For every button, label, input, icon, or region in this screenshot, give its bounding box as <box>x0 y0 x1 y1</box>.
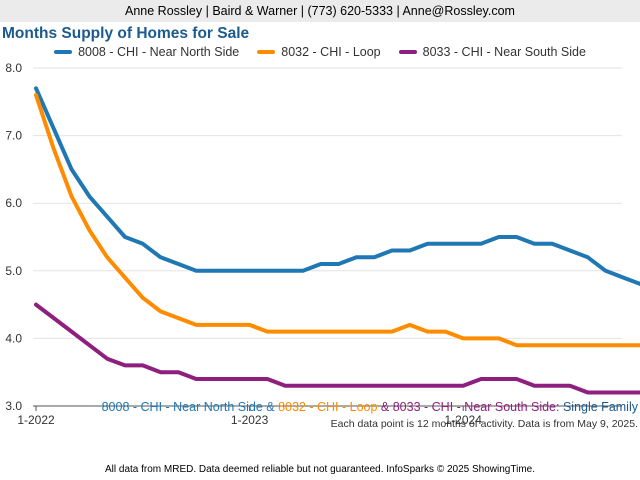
y-tick-label: 7.0 <box>5 129 22 143</box>
y-tick-label: 6.0 <box>5 196 22 210</box>
grid-layer <box>33 67 622 407</box>
chart-legend: 8008 - CHI - Near North Side 8032 - CHI … <box>0 45 640 59</box>
series-line-loop <box>34 93 640 348</box>
legend-swatch-loop <box>257 50 276 54</box>
subtitle-near-south-side: 8033 - CHI - Near South Side <box>392 400 557 414</box>
subtitle-near-north-side: 8008 - CHI - Near North Side <box>101 400 263 414</box>
series-layer <box>34 86 640 395</box>
legend-swatch-near-south-side <box>398 50 417 54</box>
y-tick-label: 3.0 <box>5 399 22 413</box>
x-tick-label: 1-2024 <box>445 413 483 427</box>
subtitle-property-type: : Single Family <box>556 400 638 414</box>
series-line-near-south-side <box>34 302 640 395</box>
series-line-near-north-side <box>34 86 640 286</box>
chart-subtitle: 8008 - CHI - Near North Side & 8032 - CH… <box>102 400 638 414</box>
subtitle-loop: 8032 - CHI - Loop <box>278 400 378 414</box>
subtitle-separator-1: & <box>262 400 279 414</box>
legend-swatch-near-north-side <box>54 50 73 54</box>
y-tick-label: 5.0 <box>5 264 22 278</box>
legend-label-near-north-side: 8008 - CHI - Near North Side <box>78 45 240 59</box>
contact-banner: Anne Rossley | Baird & Warner | (773) 62… <box>0 0 640 22</box>
x-tick-label: 1-2023 <box>231 413 269 427</box>
y-tick-label: 8.0 <box>5 61 22 75</box>
footer-disclaimer: All data from MRED. Data deemed reliable… <box>104 464 535 475</box>
axis-layer: 3.04.05.06.07.08.01-20221-20231-20241-20… <box>5 61 483 427</box>
legend-item-near-north-side[interactable]: 8008 - CHI - Near North Side <box>54 45 239 59</box>
legend-label-near-south-side: 8033 - CHI - Near South Side <box>422 45 586 59</box>
x-tick-label: 1-2022 <box>17 413 55 427</box>
chart-title: Months Supply of Homes for Sale <box>2 25 250 42</box>
legend-item-loop[interactable]: 8032 - CHI - Loop <box>257 45 381 59</box>
subtitle-separator-2: & <box>377 400 393 414</box>
y-tick-label: 4.0 <box>5 331 22 345</box>
legend-item-near-south-side[interactable]: 8033 - CHI - Near South Side <box>398 45 586 59</box>
legend-label-loop: 8032 - CHI - Loop <box>281 45 381 59</box>
data-note: Each data point is 12 months of activity… <box>330 418 638 430</box>
